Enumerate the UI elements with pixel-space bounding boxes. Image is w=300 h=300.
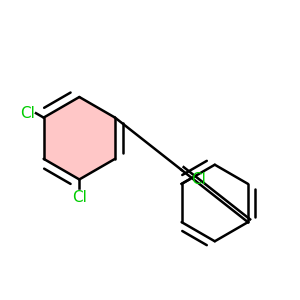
Polygon shape <box>44 97 115 179</box>
Text: Cl: Cl <box>72 190 87 205</box>
Text: Cl: Cl <box>20 106 34 121</box>
Text: Cl: Cl <box>191 172 206 187</box>
